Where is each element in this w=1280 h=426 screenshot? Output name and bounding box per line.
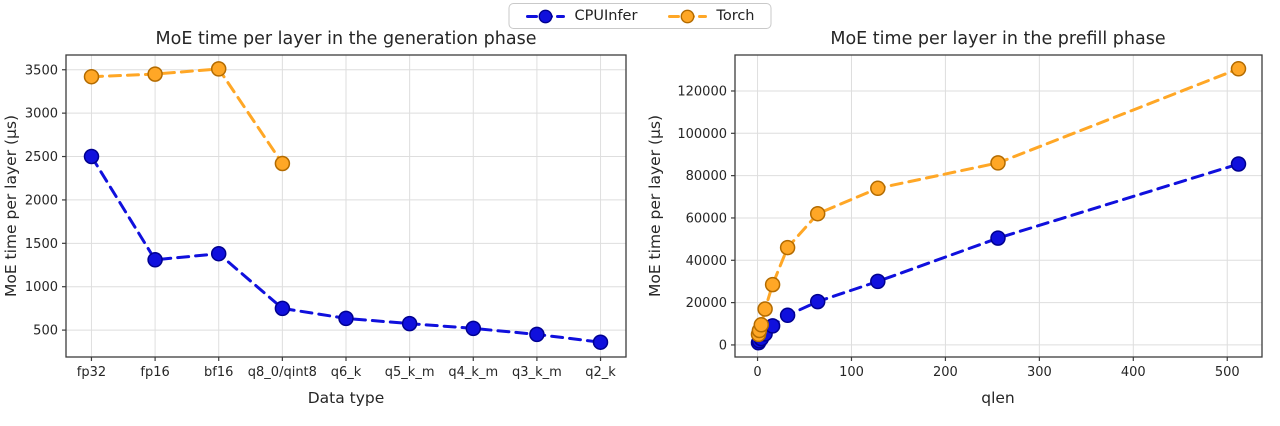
y-tick-label: 3000	[25, 107, 58, 122]
y-axis-label: MoE time per layer (μs)	[646, 115, 664, 297]
x-tick-label: q4_k_m	[448, 365, 498, 380]
y-tick-label: 120000	[677, 84, 727, 99]
data-point	[809, 205, 826, 222]
x-tick-label: 0	[753, 365, 761, 380]
series-line	[757, 67, 1240, 336]
legend-marker-icon	[667, 9, 707, 23]
x-axis-label: Data type	[308, 389, 385, 407]
y-tick-label: 2500	[25, 150, 58, 165]
legend-item-label: CPUInfer	[574, 8, 638, 24]
x-tick-label: 400	[1121, 365, 1146, 380]
data-point	[870, 273, 886, 290]
legend-item: CPUInfer	[525, 8, 637, 24]
legend-marker-icon	[525, 9, 565, 23]
x-tick-label: q3_k_m	[512, 365, 562, 380]
data-point	[465, 320, 482, 337]
data-point	[990, 155, 1006, 171]
y-tick-label: 3500	[25, 63, 58, 78]
legend-item: Torch	[667, 8, 755, 24]
series-line	[757, 162, 1240, 345]
data-point	[147, 66, 163, 82]
y-tick-label: 2000	[25, 193, 58, 208]
data-point	[990, 230, 1006, 246]
data-point	[210, 245, 227, 262]
data-point	[147, 252, 163, 268]
legend-item-label: Torch	[716, 8, 755, 24]
data-point	[83, 148, 100, 165]
data-point	[779, 239, 796, 256]
y-tick-label: 80000	[686, 169, 727, 184]
y-tick-label: 1000	[25, 280, 58, 295]
y-tick-label: 40000	[686, 254, 727, 269]
x-tick-label: 500	[1215, 365, 1240, 380]
data-point	[779, 307, 796, 324]
legend: CPUInfer Torch	[508, 3, 772, 29]
data-point	[764, 276, 781, 293]
x-tick-label: bf16	[204, 365, 233, 380]
x-tick-label: q5_k_m	[385, 365, 435, 380]
chart-title: MoE time per layer in the generation pha…	[156, 29, 537, 49]
generation-phase-chart: MoE time per layer in the generation pha…	[2, 29, 627, 407]
x-tick-label: fp16	[140, 365, 169, 380]
data-point	[1230, 156, 1247, 172]
x-tick-label: 100	[839, 365, 864, 380]
data-point	[529, 326, 545, 343]
x-tick-label: q2_k	[585, 365, 616, 380]
data-point	[753, 317, 770, 333]
data-point	[870, 180, 886, 197]
chart-title: MoE time per layer in the prefill phase	[830, 29, 1165, 49]
data-point	[592, 334, 609, 350]
data-point	[83, 68, 100, 85]
y-tick-label: 60000	[686, 211, 727, 226]
x-tick-label: 200	[933, 365, 958, 380]
plot-frame	[734, 54, 1263, 358]
x-tick-label: fp32	[77, 365, 106, 380]
x-tick-label: 300	[1027, 365, 1052, 380]
y-tick-label: 1500	[25, 237, 58, 252]
data-point	[757, 301, 773, 317]
y-tick-label: 0	[719, 338, 727, 353]
prefill-phase-chart: MoE time per layer in the prefill phase …	[646, 29, 1263, 407]
data-point	[809, 293, 826, 310]
y-tick-label: 500	[33, 324, 58, 339]
series-line	[90, 67, 284, 165]
data-point	[210, 61, 227, 77]
data-point	[1230, 61, 1247, 77]
y-tick-label: 20000	[686, 296, 727, 311]
x-tick-label: q8_0/qint8	[248, 365, 317, 380]
x-tick-label: q6_k	[331, 365, 362, 380]
data-point	[274, 155, 291, 172]
y-tick-label: 100000	[677, 127, 727, 142]
data-point	[401, 315, 418, 332]
data-point	[274, 300, 291, 317]
y-axis-label: MoE time per layer (μs)	[2, 115, 20, 297]
x-axis-label: qlen	[981, 389, 1015, 407]
data-point	[338, 310, 354, 327]
